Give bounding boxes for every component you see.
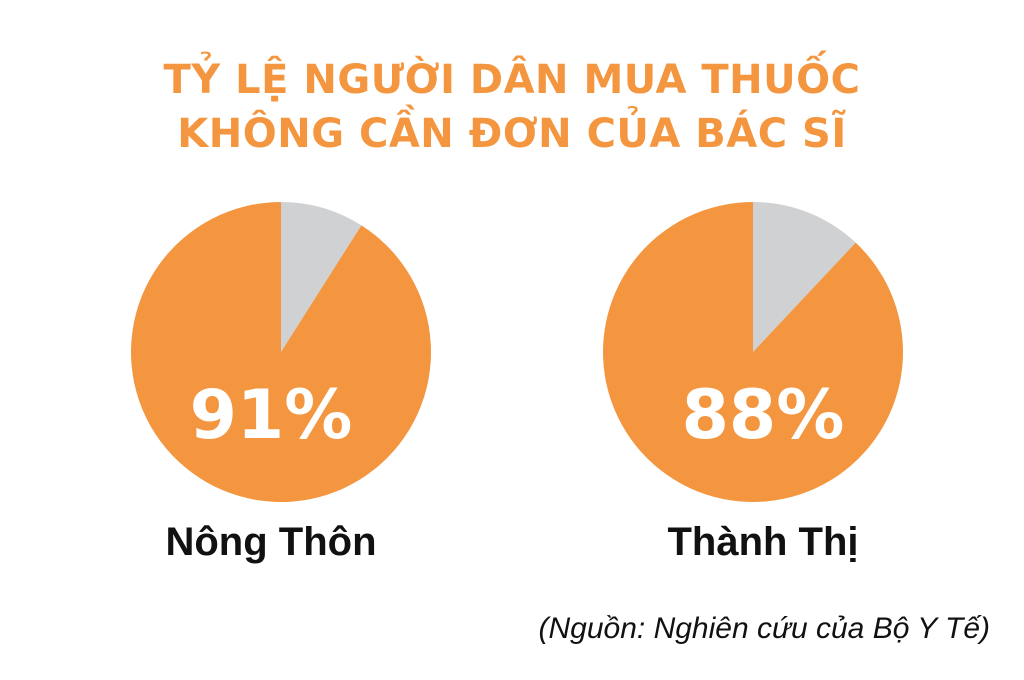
chart-title-line-2: KHÔNG CẦN ĐƠN CỦA BÁC SĨ [177,111,847,157]
pie-slice-rest-rural [281,202,362,352]
pie-slice-main-urban [603,202,904,502]
pie-slice-main-rural [131,202,432,503]
chart-title-line-1: TỶ LỆ NGƯỜI DÂN MUA THUỐC [163,57,861,103]
pie-value-label-urban: 88% [681,376,845,455]
pie-value-label-rural: 91% [189,376,353,455]
pie-slice-rest-urban [753,202,856,352]
pie-category-label-rural: Nông Thôn [165,520,377,564]
pie-category-label-urban: Thành Thị [667,520,859,564]
source-note: (Nguồn: Nghiên cứu của Bộ Y Tế) [538,612,991,645]
pie-urban [603,202,904,502]
pie-rural [131,202,432,503]
